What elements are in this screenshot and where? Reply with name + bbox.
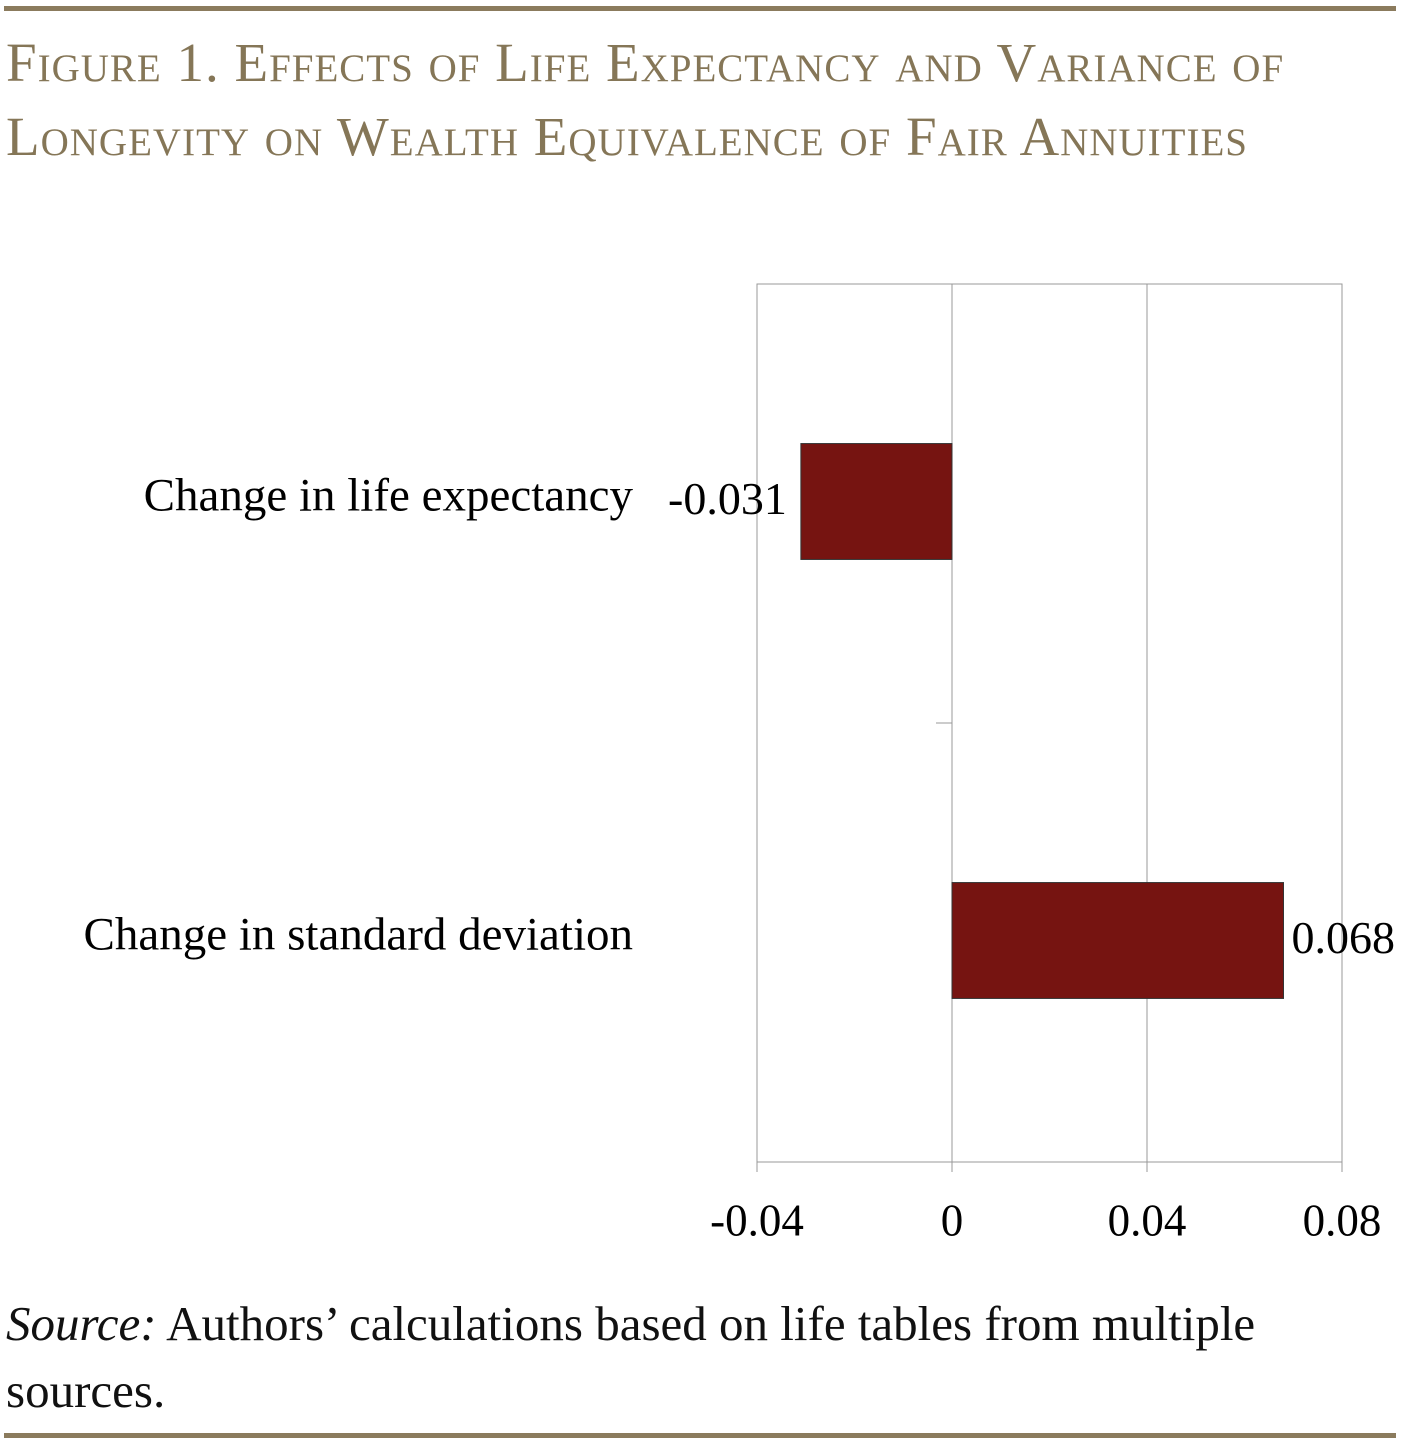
x-tick-label: 0	[941, 1195, 964, 1245]
x-tick-label: 0.08	[1303, 1195, 1382, 1245]
top-rule	[4, 6, 1396, 11]
x-tick-label: -0.04	[710, 1195, 804, 1245]
bottom-rule	[4, 1433, 1396, 1438]
source-label: Source:	[6, 1296, 157, 1351]
chart-title: Figure 1. Effects of Life Expectancy and…	[6, 32, 1285, 167]
source-note: Source: Authors’ calculations based on l…	[6, 1290, 1386, 1424]
x-tick-label: 0.04	[1108, 1195, 1187, 1245]
bar	[800, 443, 953, 560]
bar	[951, 882, 1284, 999]
y-tick-label: Change in life expectancy	[144, 469, 634, 521]
y-tick-label: Change in standard deviation	[84, 908, 634, 960]
value-label: -0.031	[668, 473, 787, 524]
source-text: Authors’ calculations based on life tabl…	[6, 1296, 1256, 1418]
plot-frame	[756, 283, 1343, 1163]
value-label: 0.068	[1292, 912, 1396, 963]
